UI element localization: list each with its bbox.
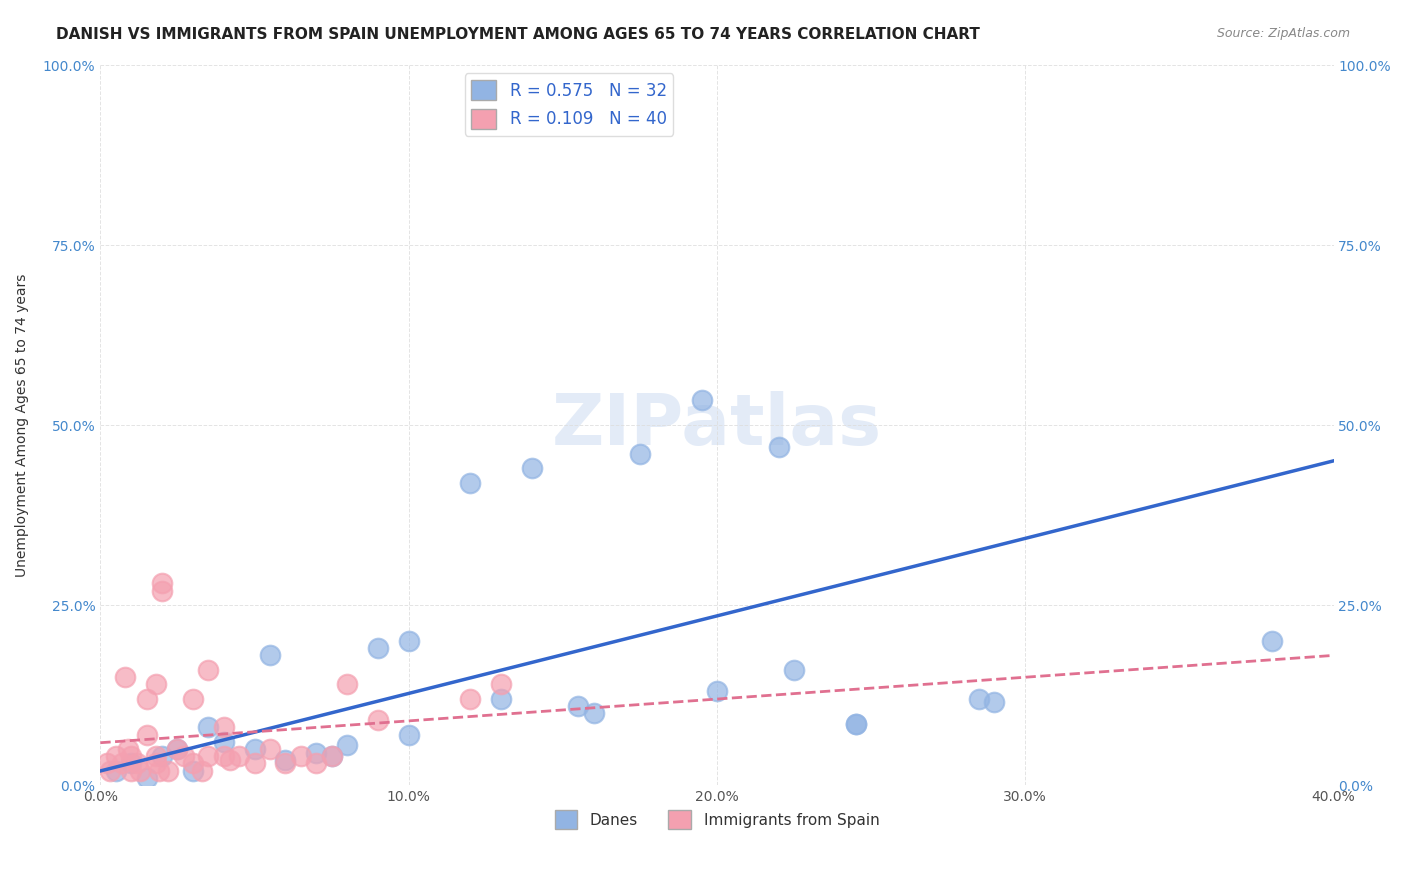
Point <box>135 691 157 706</box>
Point <box>321 749 343 764</box>
Point <box>181 756 204 771</box>
Point <box>173 749 195 764</box>
Point <box>191 764 214 778</box>
Point <box>243 742 266 756</box>
Point <box>398 728 420 742</box>
Point <box>690 392 713 407</box>
Point <box>129 764 152 778</box>
Point <box>120 756 142 771</box>
Point <box>243 756 266 771</box>
Point <box>845 717 868 731</box>
Point <box>321 749 343 764</box>
Point <box>145 677 167 691</box>
Point <box>783 663 806 677</box>
Text: ZIPatlas: ZIPatlas <box>553 391 882 459</box>
Point <box>98 764 121 778</box>
Point <box>104 764 127 778</box>
Point <box>127 756 149 771</box>
Point <box>166 742 188 756</box>
Point <box>218 753 240 767</box>
Point <box>706 684 728 698</box>
Point <box>398 634 420 648</box>
Point <box>489 677 512 691</box>
Point <box>157 764 180 778</box>
Point <box>197 749 219 764</box>
Y-axis label: Unemployment Among Ages 65 to 74 years: Unemployment Among Ages 65 to 74 years <box>15 274 30 577</box>
Point <box>305 746 328 760</box>
Point <box>135 728 157 742</box>
Point <box>114 670 136 684</box>
Point <box>336 739 359 753</box>
Point <box>367 641 389 656</box>
Point <box>197 663 219 677</box>
Point <box>181 691 204 706</box>
Point <box>150 583 173 598</box>
Point <box>212 721 235 735</box>
Point <box>150 576 173 591</box>
Point <box>290 749 312 764</box>
Point <box>148 764 170 778</box>
Point <box>336 677 359 691</box>
Point <box>259 742 281 756</box>
Point <box>145 749 167 764</box>
Point <box>96 756 118 771</box>
Point <box>117 742 139 756</box>
Point <box>567 698 589 713</box>
Point <box>166 742 188 756</box>
Point <box>845 717 868 731</box>
Point <box>212 735 235 749</box>
Text: Source: ZipAtlas.com: Source: ZipAtlas.com <box>1216 27 1350 40</box>
Point <box>197 721 219 735</box>
Legend: Danes, Immigrants from Spain: Danes, Immigrants from Spain <box>548 805 886 835</box>
Point <box>120 764 142 778</box>
Point <box>212 749 235 764</box>
Point <box>120 749 142 764</box>
Point <box>967 691 990 706</box>
Point <box>768 440 790 454</box>
Point <box>274 753 297 767</box>
Point <box>145 756 167 771</box>
Point <box>367 714 389 728</box>
Point <box>181 764 204 778</box>
Point <box>111 756 134 771</box>
Point <box>628 447 651 461</box>
Point <box>150 749 173 764</box>
Point <box>520 461 543 475</box>
Point <box>983 695 1005 709</box>
Point <box>460 691 482 706</box>
Point <box>135 771 157 785</box>
Text: DANISH VS IMMIGRANTS FROM SPAIN UNEMPLOYMENT AMONG AGES 65 TO 74 YEARS CORRELATI: DANISH VS IMMIGRANTS FROM SPAIN UNEMPLOY… <box>56 27 980 42</box>
Point <box>460 475 482 490</box>
Point <box>259 648 281 663</box>
Point <box>274 756 297 771</box>
Point <box>1261 634 1284 648</box>
Point <box>104 749 127 764</box>
Point <box>582 706 605 720</box>
Point <box>305 756 328 771</box>
Point <box>489 691 512 706</box>
Point <box>228 749 250 764</box>
